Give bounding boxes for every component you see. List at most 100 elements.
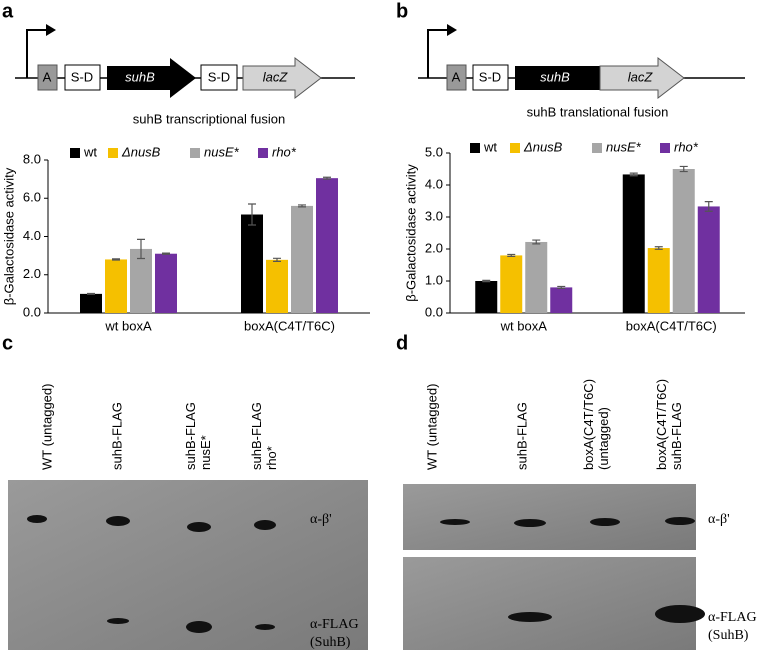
error-bar — [323, 176, 331, 180]
legend-label: ΔnusB — [523, 139, 563, 154]
bar — [500, 255, 523, 313]
y-tick-label: 0.0 — [23, 304, 41, 319]
y-axis-label: β-Galactosidase activity — [1, 167, 16, 305]
legend-label: wt — [83, 144, 97, 159]
lane-label: (untagged) — [596, 407, 611, 470]
legend-swatch — [70, 148, 80, 158]
error-bar — [679, 165, 688, 173]
lane-label: nusE* — [198, 435, 213, 470]
chart-title: suhB transcriptional fusion — [133, 111, 285, 126]
bar — [155, 253, 177, 313]
error-bar — [137, 238, 145, 260]
panel-label: c — [2, 332, 13, 354]
panel-label: b — [396, 0, 408, 22]
legend-swatch — [592, 143, 602, 153]
bar — [672, 169, 695, 313]
blot — [403, 557, 696, 650]
error-bar — [112, 258, 120, 261]
bar — [291, 205, 313, 313]
diagram-label: lacZ — [263, 69, 289, 84]
error-bar — [248, 203, 256, 226]
legend-swatch — [510, 143, 520, 153]
bar — [622, 174, 645, 313]
legend-swatch — [258, 148, 268, 158]
bar — [316, 178, 338, 313]
legend-swatch — [470, 143, 480, 153]
x-tick-label: wt boxA — [104, 318, 152, 333]
bar — [550, 287, 573, 313]
antibody-label: α-FLAG — [708, 610, 757, 625]
diagram-label: S-D — [208, 69, 230, 84]
bar — [697, 206, 720, 313]
antibody-label: (SuhB) — [708, 628, 749, 643]
error-bar — [507, 253, 516, 257]
legend-swatch — [108, 148, 118, 158]
lane-label: WT (untagged) — [39, 384, 54, 470]
y-tick-label: 4.0 — [425, 176, 443, 191]
error-bar — [298, 204, 306, 208]
bar — [105, 259, 127, 313]
lane-label: WT (untagged) — [424, 384, 439, 470]
legend-label: wt — [483, 139, 497, 154]
legend-label: rho* — [674, 139, 699, 154]
legend-swatch — [660, 143, 670, 153]
legend-label: nusE* — [204, 144, 240, 159]
y-tick-label: 2.0 — [23, 266, 41, 281]
x-tick-label: boxA(C4T/T6C) — [244, 318, 335, 333]
blot-bands — [27, 515, 705, 633]
error-bar — [704, 201, 713, 212]
construct-diagram: A S-D suhB lacZ — [418, 24, 745, 100]
lane-label: boxA(C4T/T6C) — [581, 379, 596, 470]
diagram-label: A — [452, 69, 461, 84]
antibody-label: (SuhB) — [310, 635, 351, 650]
bar — [80, 293, 102, 313]
bar — [241, 214, 263, 313]
y-tick-label: 2.0 — [425, 240, 443, 255]
y-tick-label: 3.0 — [425, 208, 443, 223]
y-tick-label: 8.0 — [23, 151, 41, 166]
lane-label: suhB-FLAG — [249, 402, 264, 470]
legend-label: nusE* — [606, 139, 642, 154]
lane-label: suhB-FLAG — [183, 402, 198, 470]
diagram-label: S-D — [479, 69, 501, 84]
chart-title: suhB translational fusion — [527, 104, 669, 119]
error-bar — [654, 246, 663, 250]
blot — [8, 480, 368, 650]
lane-label: suhB-FLAG — [514, 402, 529, 470]
y-tick-label: 6.0 — [23, 190, 41, 205]
bar — [525, 241, 548, 313]
error-bar — [87, 292, 95, 295]
x-tick-label: boxA(C4T/T6C) — [626, 318, 717, 333]
y-tick-label: 4.0 — [23, 228, 41, 243]
lane-label: boxA(C4T/T6C) — [654, 379, 669, 470]
error-bar — [162, 252, 170, 255]
antibody-label: α-β' — [310, 512, 332, 527]
panel-label: d — [396, 332, 408, 354]
diagram-label: S-D — [71, 69, 93, 84]
error-bar — [629, 172, 638, 177]
legend-swatch — [190, 148, 200, 158]
error-bar — [482, 279, 491, 283]
bar — [130, 248, 152, 313]
diagram-label: suhB — [125, 69, 155, 84]
antibody-label: α-FLAG — [310, 617, 359, 632]
y-tick-label: 1.0 — [425, 272, 443, 287]
y-axis-label: β-Galactosidase activity — [403, 164, 418, 302]
legend-label: rho* — [272, 144, 297, 159]
diagram-label: lacZ — [628, 69, 654, 84]
y-tick-label: 5.0 — [425, 144, 443, 159]
lane-label: suhB-FLAG — [669, 402, 684, 470]
diagram-label: A — [43, 69, 52, 84]
panel-label: a — [2, 0, 14, 22]
x-tick-label: wt boxA — [500, 318, 548, 333]
error-bar — [557, 285, 566, 289]
lane-label: suhB-FLAG — [109, 402, 124, 470]
bar — [647, 248, 670, 313]
diagram-label: suhB — [540, 69, 570, 84]
bar — [266, 259, 288, 313]
error-bar — [273, 257, 281, 262]
bar — [475, 281, 498, 313]
error-bar — [532, 239, 541, 245]
